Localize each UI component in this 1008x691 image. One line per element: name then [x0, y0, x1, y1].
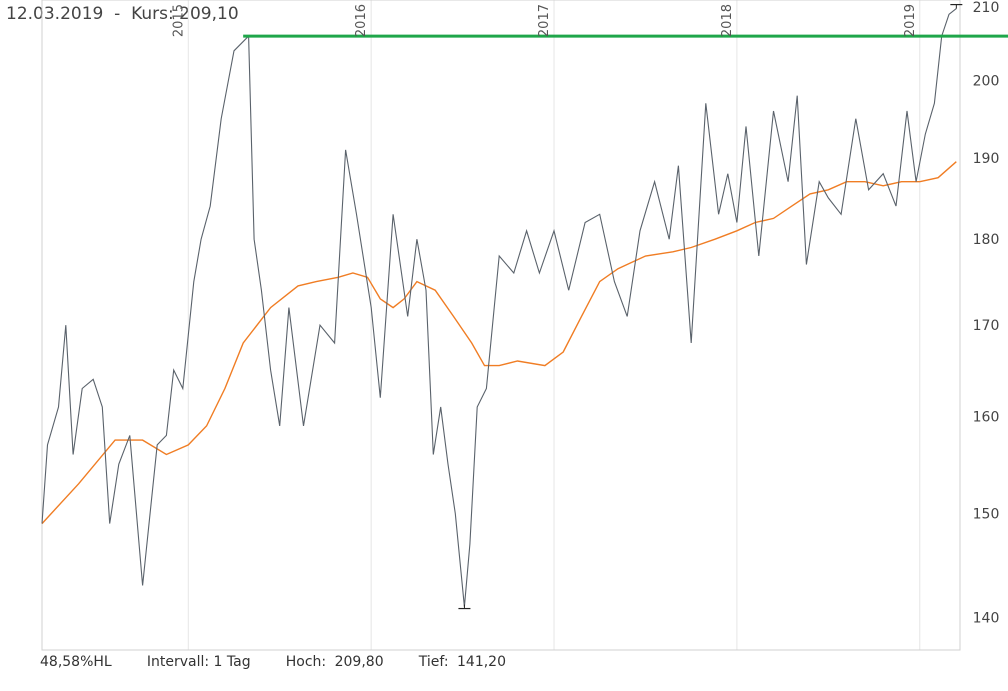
y-tick-label: 150: [973, 507, 1000, 523]
y-tick-label: 190: [973, 151, 1000, 167]
plot-frame: [41, 0, 961, 651]
y-axis: 140 150 160 170 180 190 200 210: [973, 0, 1000, 626]
y-tick-label: 210: [973, 0, 1000, 16]
x-tick-label: 2019: [903, 4, 918, 37]
y-tick-label: 140: [973, 610, 1000, 626]
x-axis: 2015 2016 2017 2018 2019: [171, 4, 917, 37]
y-tick-label: 200: [973, 74, 1000, 90]
header-date: 12.03.2019: [6, 4, 104, 24]
header-separator: -: [114, 4, 121, 24]
x-tick-label: 2017: [537, 4, 552, 37]
y-tick-label: 170: [973, 318, 1000, 334]
chart-grid: [187, 0, 921, 650]
moving-average-line: [41, 161, 957, 525]
header-kurs-label: Kurs:: [131, 4, 174, 24]
x-tick-label: 2015: [171, 4, 186, 37]
footer-hoch-value: 209,80: [334, 654, 384, 670]
chart-footer: 48,58%HL Intervall: 1 Tag Hoch: 209,80 T…: [40, 654, 510, 670]
footer-hl: 48,58%HL: [40, 654, 112, 670]
low-marker: [458, 604, 471, 610]
footer-tief-value: 141,20: [457, 654, 506, 670]
y-tick-label: 160: [973, 409, 1000, 425]
footer-tief-label: Tief:: [418, 654, 449, 670]
chart-header: 12.03.2019 - Kurs: 209,10: [6, 4, 239, 24]
footer-interval: Intervall: 1 Tag: [146, 654, 251, 670]
x-tick-label: 2018: [720, 4, 735, 37]
header-kurs-value: 209,10: [179, 4, 239, 24]
price-line: [41, 8, 957, 607]
y-tick-label: 180: [973, 232, 1000, 248]
x-tick-label: 2016: [354, 4, 369, 37]
footer-hoch-label: Hoch:: [285, 654, 327, 670]
high-marker: [950, 3, 963, 9]
